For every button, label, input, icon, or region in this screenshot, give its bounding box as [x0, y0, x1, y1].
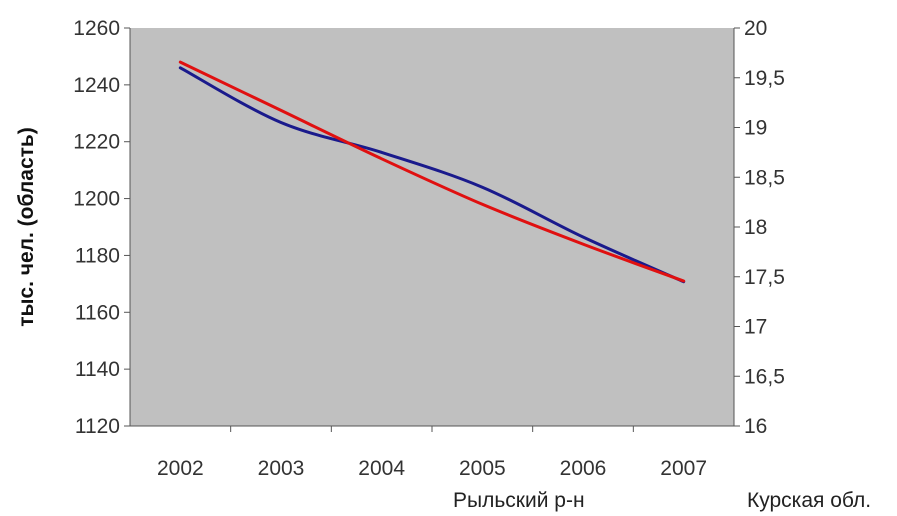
series-line-0	[178, 66, 686, 284]
left-tick-label: 1180	[75, 244, 120, 267]
x-tick-label: 2005	[459, 457, 506, 480]
right-tick-label: 18,5	[744, 166, 785, 189]
series-lines	[178, 60, 686, 284]
right-tick-label: 18	[744, 216, 767, 239]
plot-area	[130, 28, 734, 426]
right-tick-label: 16,5	[744, 365, 785, 388]
left-tick-label: 1160	[75, 301, 120, 324]
right-tick-label: 20	[744, 17, 767, 40]
series-line-1	[178, 60, 686, 283]
left-tick-label: 1140	[75, 358, 120, 381]
legend-label-kursk: Курская обл.	[747, 489, 872, 512]
right-tick-label: 19,5	[744, 67, 785, 90]
x-tick-label: 2006	[560, 457, 607, 480]
right-axis-ticks: 16 16,5 17 17,5 18 18,5 19 19,5 20	[734, 17, 785, 438]
x-tick-label: 2003	[258, 457, 305, 480]
right-tick-label: 17,5	[744, 266, 785, 289]
left-tick-label: 1260	[73, 17, 120, 40]
right-tick-label: 16	[744, 415, 767, 438]
left-tick-label: 1220	[73, 131, 120, 154]
legend-label-rylsky: Рыльский р-н	[453, 489, 585, 512]
y-axis-label: тыс. чел. (область)	[15, 127, 38, 327]
x-tick-label: 2004	[358, 457, 405, 480]
left-tick-label: 1200	[73, 188, 120, 211]
x-tick-label: 2002	[157, 457, 204, 480]
left-tick-label: 1240	[73, 74, 120, 97]
left-axis-ticks: 1120 1140 1160 1180 1200 1220 1240 1260	[73, 17, 130, 438]
right-tick-label: 19	[744, 117, 767, 140]
x-tick-label: 2007	[660, 457, 707, 480]
left-tick-label: 1120	[75, 415, 120, 438]
right-tick-label: 17	[744, 316, 767, 339]
x-axis-ticks: 2002 2003 2004 2005 2006 2007	[157, 426, 707, 480]
